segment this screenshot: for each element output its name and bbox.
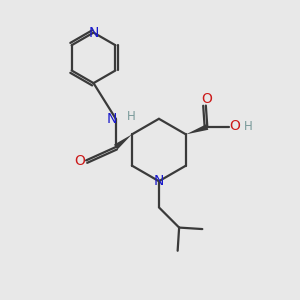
Text: H: H [127, 110, 136, 123]
Polygon shape [186, 124, 208, 134]
Text: N: N [88, 26, 99, 40]
Polygon shape [114, 134, 132, 149]
Text: O: O [201, 92, 212, 106]
Text: N: N [107, 112, 117, 126]
Text: N: N [154, 174, 164, 188]
Text: H: H [244, 120, 252, 133]
Text: O: O [74, 154, 85, 168]
Text: O: O [229, 119, 240, 134]
